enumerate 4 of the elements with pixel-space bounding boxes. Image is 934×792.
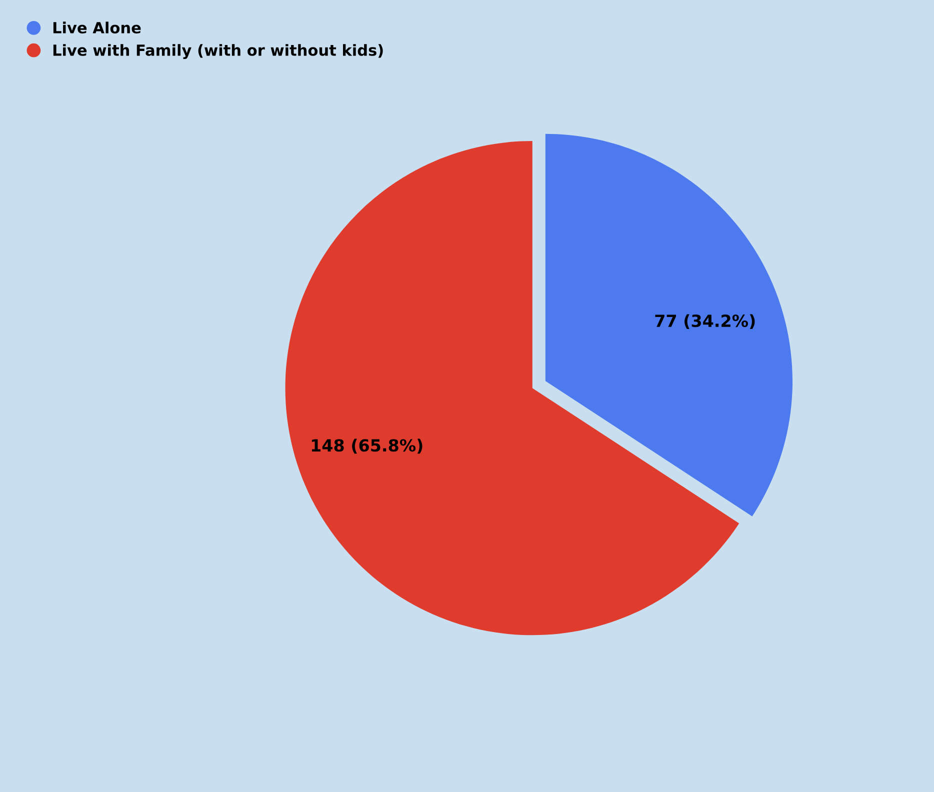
legend-label: Live with Family (with or without kids) (53, 44, 383, 59)
data-label: 148 (65.8%) (312, 438, 422, 454)
legend-label: Live Alone (53, 22, 141, 34)
data-label: 77 (34.2%) (655, 314, 755, 330)
